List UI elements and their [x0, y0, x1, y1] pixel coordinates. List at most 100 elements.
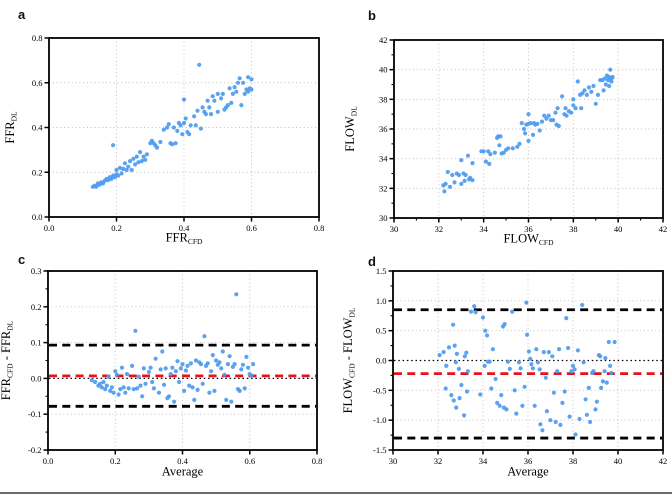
- data-point: [215, 109, 220, 114]
- data-point: [518, 366, 523, 371]
- panel-c-ffr-bland-altman: c 0.0 0.2 0.4 0.6 0.8 -0.2 -0.1 0.0 0.1 0.2 0.3 Ave…: [0, 248, 336, 495]
- data-point: [469, 309, 474, 314]
- data-point: [127, 159, 133, 164]
- data-point: [530, 366, 535, 371]
- data-point: [505, 359, 511, 364]
- panel-a-ffr-scatter: a 0.0 0.2 0.4 0.6 0.8 0.0 0.2 0.4 0.6 0.8 FFRCFD FF…: [0, 0, 336, 248]
- data-point: [489, 386, 494, 391]
- data-point: [573, 106, 578, 111]
- data-point: [200, 105, 205, 110]
- data-point: [119, 365, 125, 370]
- data-point: [134, 154, 139, 159]
- data-point: [535, 360, 540, 365]
- x-axis-title: FLOWCFD: [503, 232, 554, 248]
- data-point: [564, 316, 569, 321]
- data-point: [473, 310, 478, 315]
- data-point: [556, 123, 561, 129]
- data-point: [588, 419, 593, 425]
- data-point: [133, 162, 138, 167]
- data-point: [188, 123, 193, 128]
- data-point: [481, 149, 486, 154]
- data-point: [143, 157, 148, 162]
- data-point: [522, 384, 527, 389]
- data-point: [121, 166, 126, 171]
- data-point: [603, 82, 608, 87]
- data-point: [443, 181, 448, 186]
- x-tick-label: 0.0: [43, 456, 54, 466]
- data-point: [136, 374, 141, 379]
- data-point: [582, 88, 587, 93]
- data-point: [195, 387, 200, 392]
- data-point: [205, 361, 210, 366]
- data-point: [457, 396, 462, 401]
- data-point: [498, 134, 503, 139]
- data-point: [244, 354, 249, 359]
- data-point: [181, 120, 187, 126]
- data-point: [510, 309, 515, 314]
- data-point: [526, 112, 531, 117]
- data-point: [123, 390, 128, 395]
- panel-c-plot: 0.0 0.2 0.4 0.6 0.8 -0.2 -0.1 0.0 0.1 0.2 0.3 Avera…: [0, 266, 322, 479]
- data-point: [224, 397, 229, 402]
- data-point: [609, 79, 614, 84]
- y-axis-title: FLOWDL: [343, 106, 359, 152]
- data-point: [200, 381, 205, 386]
- data-point: [138, 150, 143, 155]
- x-tick-label: 38: [569, 456, 578, 466]
- data-point: [207, 390, 212, 395]
- data-point: [450, 172, 455, 178]
- x-tick-label: 40: [614, 456, 623, 466]
- data-point: [234, 292, 239, 297]
- data-point: [148, 365, 153, 370]
- data-point: [234, 89, 239, 94]
- data-point: [161, 382, 167, 387]
- data-point: [551, 118, 556, 123]
- data-point: [246, 365, 251, 370]
- y-tick-label: 32: [379, 183, 388, 193]
- data-point: [459, 382, 464, 388]
- data-point: [528, 121, 533, 126]
- y-tick-label: -1.0: [373, 415, 386, 425]
- data-point: [178, 366, 183, 371]
- data-point: [202, 334, 207, 339]
- data-point: [138, 383, 143, 388]
- data-point: [131, 387, 136, 392]
- data-point: [539, 119, 545, 124]
- data-point: [197, 62, 202, 67]
- data-point: [485, 333, 490, 338]
- data-point: [222, 372, 227, 377]
- data-point: [575, 348, 580, 353]
- data-point: [497, 143, 502, 148]
- data-point: [528, 356, 533, 361]
- data-point: [117, 165, 122, 170]
- data-point: [521, 126, 527, 132]
- data-point: [557, 347, 562, 352]
- x-tick-label: 0.4: [177, 456, 188, 466]
- data-point: [116, 173, 121, 178]
- data-point: [109, 176, 114, 182]
- data-point: [183, 368, 188, 373]
- data-point: [544, 116, 549, 121]
- data-point: [487, 161, 492, 166]
- data-point: [111, 390, 116, 395]
- data-point: [151, 386, 156, 391]
- data-point: [187, 132, 192, 137]
- data-point: [246, 75, 251, 80]
- data-point: [192, 397, 197, 402]
- data-point: [242, 386, 247, 391]
- data-point: [180, 132, 185, 137]
- panel-a-letter: a: [18, 7, 26, 22]
- data-point: [606, 339, 611, 345]
- x-axis-title: Average: [507, 465, 549, 479]
- data-point: [183, 116, 188, 121]
- data-point: [212, 388, 217, 393]
- data-point: [219, 366, 224, 371]
- data-point: [210, 94, 215, 99]
- data-point: [240, 362, 246, 367]
- x-tick-label: 34: [479, 456, 488, 466]
- data-point: [573, 432, 578, 437]
- data-point: [229, 100, 234, 105]
- data-point: [230, 91, 235, 96]
- data-point: [591, 83, 596, 89]
